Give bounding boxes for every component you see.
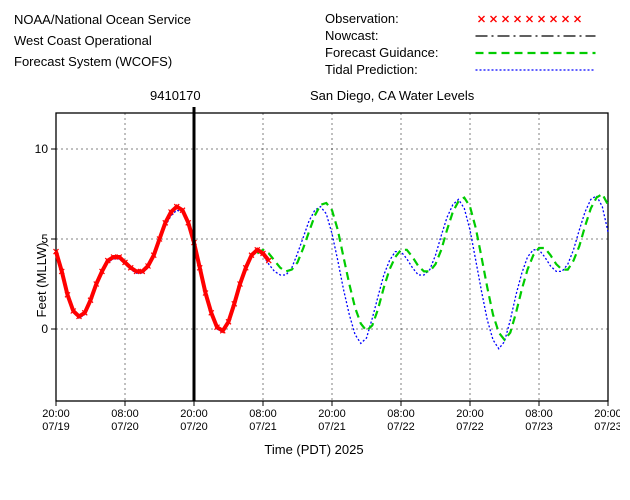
svg-text:07/21: 07/21 <box>249 421 277 433</box>
svg-text:20:00: 20:00 <box>318 408 346 420</box>
legend-observation: Observation: <box>325 10 616 27</box>
legend-tidal: Tidal Prediction: <box>325 61 616 78</box>
svg-text:10: 10 <box>35 142 49 156</box>
svg-text:07/22: 07/22 <box>387 421 415 433</box>
svg-text:07/20: 07/20 <box>180 421 208 433</box>
legend: Observation: Nowcast: Forecast Guidance:… <box>325 10 616 78</box>
legend-sample-observation <box>455 12 616 26</box>
svg-text:07/23: 07/23 <box>525 421 553 433</box>
svg-text:07/21: 07/21 <box>318 421 346 433</box>
legend-sample-forecast <box>455 46 616 60</box>
svg-text:08:00: 08:00 <box>111 408 139 420</box>
svg-text:07/23: 07/23 <box>594 421 620 433</box>
x-axis-title: Time (PDT) 2025 <box>8 442 620 457</box>
svg-text:20:00: 20:00 <box>456 408 484 420</box>
header-left: NOAA/National Ocean Service West Coast O… <box>14 10 315 78</box>
svg-text:08:00: 08:00 <box>525 408 553 420</box>
legend-sample-nowcast <box>455 29 616 43</box>
subtitle: 9410170 San Diego, CA Water Levels <box>0 88 630 103</box>
svg-text:07/22: 07/22 <box>456 421 484 433</box>
legend-label-observation: Observation: <box>325 11 455 26</box>
svg-text:20:00: 20:00 <box>180 408 208 420</box>
legend-label-nowcast: Nowcast: <box>325 28 455 43</box>
svg-text:20:00: 20:00 <box>594 408 620 420</box>
legend-sample-tidal <box>455 63 616 77</box>
header-line-1: NOAA/National Ocean Service <box>14 10 315 31</box>
legend-label-tidal: Tidal Prediction: <box>325 62 455 77</box>
chart: Feet (MLLW) 051020:0007/1908:0007/2020:0… <box>8 105 620 455</box>
header: NOAA/National Ocean Service West Coast O… <box>0 0 630 82</box>
y-axis-title: Feet (MLLW) <box>34 243 49 318</box>
header-line-3: Forecast System (WCOFS) <box>14 52 315 73</box>
svg-text:08:00: 08:00 <box>387 408 415 420</box>
legend-forecast: Forecast Guidance: <box>325 44 616 61</box>
station-id: 9410170 <box>150 88 310 103</box>
legend-label-forecast: Forecast Guidance: <box>325 45 455 60</box>
svg-text:07/20: 07/20 <box>111 421 139 433</box>
svg-text:0: 0 <box>41 322 48 336</box>
svg-text:08:00: 08:00 <box>249 408 277 420</box>
legend-nowcast: Nowcast: <box>325 27 616 44</box>
plot-svg: 051020:0007/1908:0007/2020:0007/2008:000… <box>8 105 620 447</box>
header-line-2: West Coast Operational <box>14 31 315 52</box>
svg-text:07/19: 07/19 <box>42 421 70 433</box>
svg-text:20:00: 20:00 <box>42 408 70 420</box>
station-name: San Diego, CA Water Levels <box>310 88 630 103</box>
